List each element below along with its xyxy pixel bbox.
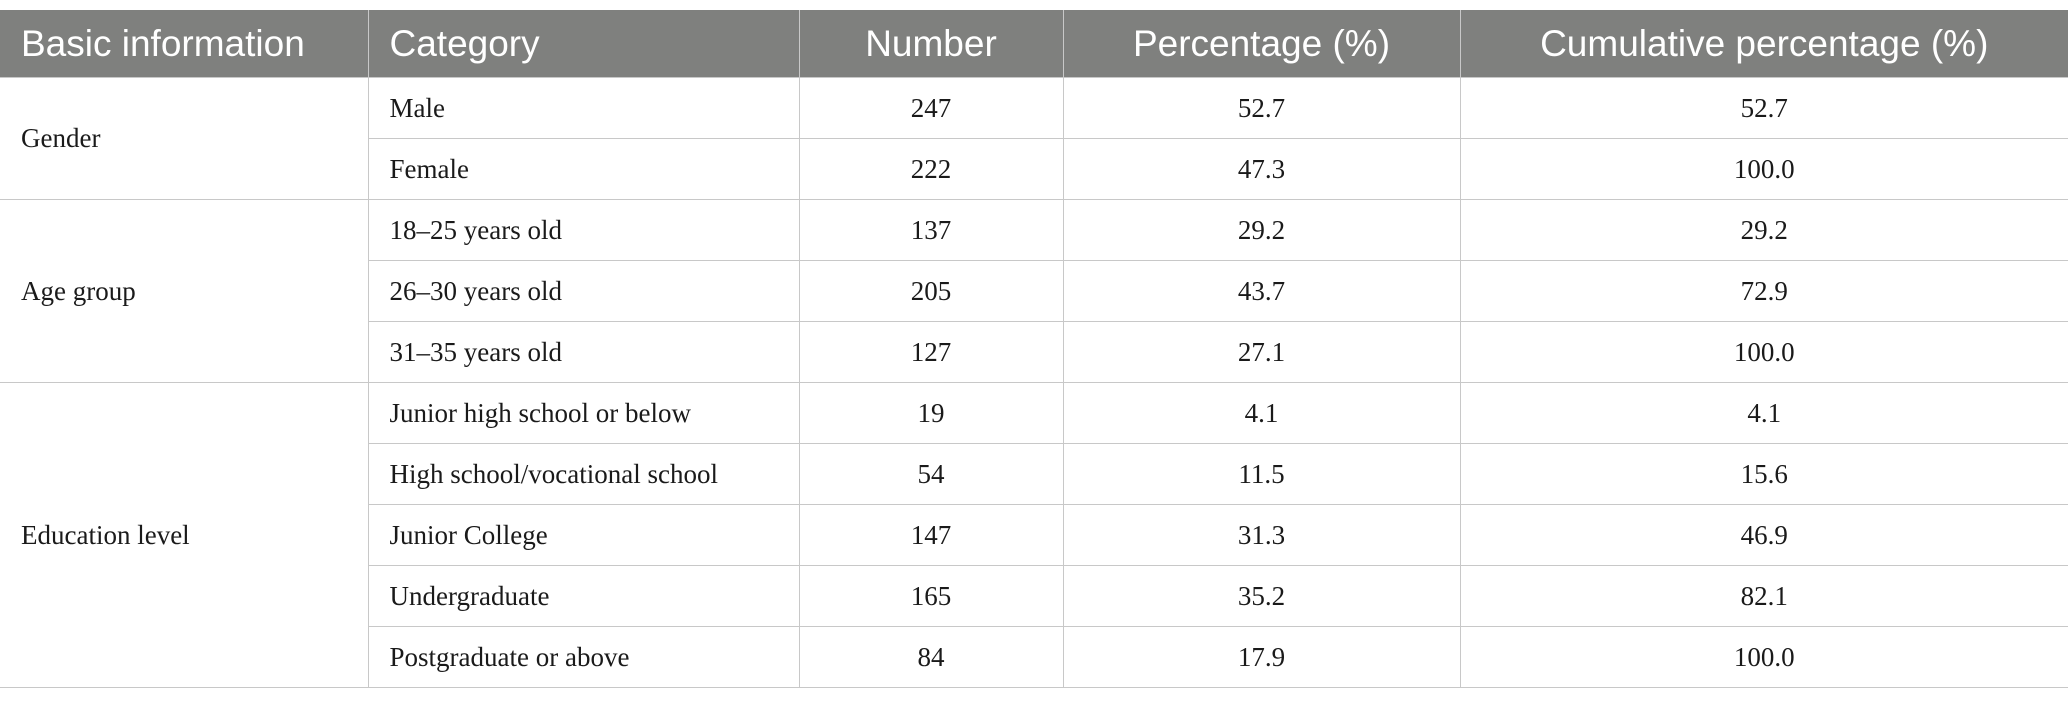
cumulative-cell: 52.7 [1459, 77, 2068, 139]
table-row: Gender Male 247 52.7 52.7 [0, 77, 2068, 200]
number-cell: 147 [798, 504, 1064, 566]
cumulative-cell: 100.0 [1459, 138, 2068, 200]
cumulative-cell: 72.9 [1459, 260, 2068, 322]
category-cell: High school/vocational school [368, 443, 800, 505]
table-row: High school/vocational school 54 11.5 15… [0, 443, 2068, 505]
header-basic-information: Basic information [0, 10, 368, 78]
group-label-gender: Gender [0, 77, 369, 200]
cumulative-cell: 46.9 [1459, 504, 2068, 566]
number-cell: 137 [798, 199, 1064, 261]
category-cell: Undergraduate [368, 565, 800, 627]
number-cell: 205 [798, 260, 1064, 322]
category-cell: 26–30 years old [368, 260, 800, 322]
header-percentage: Percentage (%) [1062, 10, 1460, 78]
cumulative-cell: 29.2 [1459, 199, 2068, 261]
number-cell: 84 [798, 626, 1064, 688]
cumulative-cell: 100.0 [1459, 321, 2068, 383]
number-cell: 19 [798, 382, 1064, 444]
percentage-cell: 43.7 [1062, 260, 1461, 322]
percentage-cell: 11.5 [1062, 443, 1461, 505]
cumulative-cell: 82.1 [1459, 565, 2068, 627]
category-cell: Male [367, 77, 800, 139]
table-row: Postgraduate or above 84 17.9 100.0 [0, 626, 2068, 688]
category-cell: Junior College [368, 504, 800, 566]
number-cell: 54 [798, 443, 1064, 505]
header-category: Category [367, 10, 799, 78]
cumulative-cell: 15.6 [1459, 443, 2068, 505]
number-cell: 247 [798, 77, 1064, 139]
header-cumulative-percentage: Cumulative percentage (%) [1459, 10, 2068, 78]
cumulative-cell: 100.0 [1459, 626, 2068, 688]
number-cell: 127 [798, 321, 1064, 383]
table-row: Age group 18–25 years old 137 29.2 29.2 [0, 199, 2068, 383]
demographics-table: Basic information Category Number Percen… [0, 10, 2068, 688]
category-cell: Female [368, 138, 800, 200]
table-row: Undergraduate 165 35.2 82.1 [0, 565, 2068, 627]
table-row: Female 222 47.3 100.0 [0, 138, 2068, 200]
category-cell: 31–35 years old [368, 321, 800, 383]
cumulative-cell: 4.1 [1459, 382, 2068, 444]
percentage-cell: 17.9 [1062, 626, 1461, 688]
category-cell: 18–25 years old [367, 199, 800, 261]
percentage-cell: 52.7 [1062, 77, 1461, 139]
group-label-education-level: Education level [0, 382, 369, 688]
percentage-cell: 29.2 [1062, 199, 1461, 261]
header-row: Basic information Category Number Percen… [0, 10, 2068, 78]
demographics-table-container: Basic information Category Number Percen… [0, 10, 2068, 688]
percentage-cell: 27.1 [1062, 321, 1461, 383]
table-row: Education level Junior high school or be… [0, 382, 2068, 688]
category-cell: Junior high school or below [367, 382, 800, 444]
percentage-cell: 31.3 [1062, 504, 1461, 566]
number-cell: 165 [798, 565, 1064, 627]
table-body: Gender Male 247 52.7 52.7 Female 222 47.… [0, 77, 2068, 688]
percentage-cell: 35.2 [1062, 565, 1461, 627]
percentage-cell: 47.3 [1062, 138, 1461, 200]
table-header: Basic information Category Number Percen… [0, 10, 2068, 78]
category-cell: Postgraduate or above [368, 626, 800, 688]
header-number: Number [798, 10, 1063, 78]
number-cell: 222 [798, 138, 1064, 200]
table-row: Junior College 147 31.3 46.9 [0, 504, 2068, 566]
table-row: 31–35 years old 127 27.1 100.0 [0, 321, 2068, 383]
percentage-cell: 4.1 [1062, 382, 1461, 444]
group-label-age-group: Age group [0, 199, 369, 383]
table-row: 26–30 years old 205 43.7 72.9 [0, 260, 2068, 322]
